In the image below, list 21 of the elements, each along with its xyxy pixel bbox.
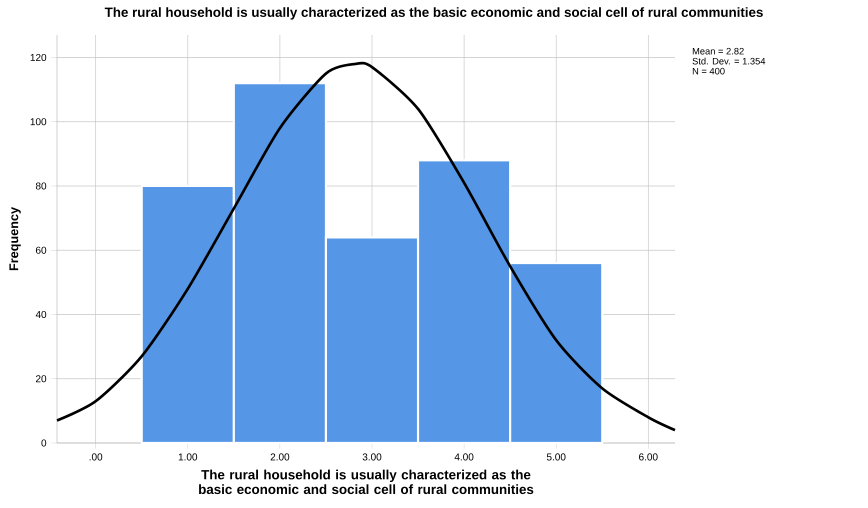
text: Mean = 2.82 <box>692 48 744 54</box>
x-tick-label: .00 <box>90 453 102 460</box>
text: Std. Dev. = 1.354 <box>692 58 766 64</box>
x-tick-label: 3.00 <box>362 453 382 460</box>
y-tick-label: 20 <box>36 375 46 382</box>
y-axis-title: Frequency <box>9 207 21 270</box>
y-tick-label: 40 <box>36 310 46 318</box>
x-tick-label: 4.00 <box>454 453 474 460</box>
y-tick-label: 0 <box>41 439 46 447</box>
line-series <box>56 62 676 432</box>
y-tick-label: 120 <box>30 54 46 62</box>
x-tick-label: 6.00 <box>639 453 658 460</box>
y-tick-label: 80 <box>36 182 46 190</box>
y-tick-label: 60 <box>36 246 46 254</box>
y-tick-label: 100 <box>30 118 46 126</box>
chart-title: The rural household is usually characterized as the basic economic and social cell of rural communities <box>104 7 763 20</box>
x-tick-label: 1.00 <box>178 453 198 460</box>
text: N = 400 <box>692 68 725 74</box>
x-axis-title: The rural household is usually characterized as the basic economic and social cell of rural communities <box>199 470 534 494</box>
x-tick-label: 2.00 <box>270 453 290 460</box>
x-tick-label: 5.00 <box>546 453 566 460</box>
